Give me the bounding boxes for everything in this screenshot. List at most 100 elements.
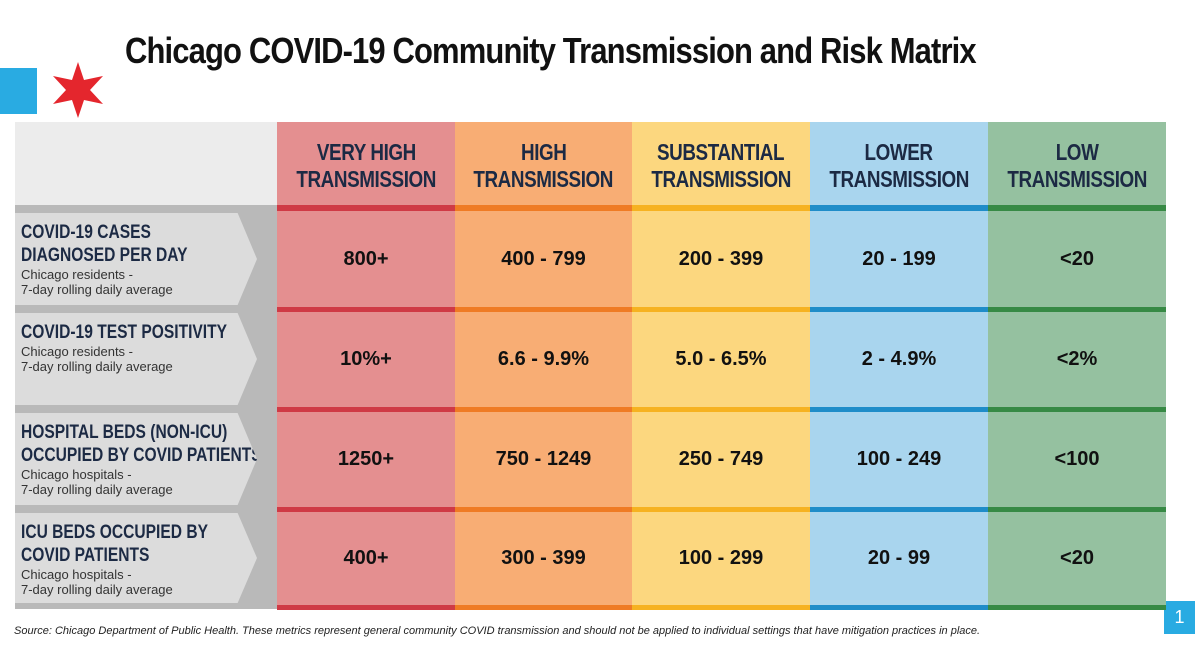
cell-value: 400 - 799 [501,247,586,270]
column-strip [988,205,1166,211]
row-strip [988,605,1166,610]
cell-value: <20 [1060,546,1094,569]
note-line: 7-day rolling daily average [21,282,173,297]
note-line: 7-day rolling daily average [21,359,173,374]
column-strip [455,205,632,211]
note-line: Chicago hospitals - [21,467,132,482]
cell-value: <2% [1056,347,1098,370]
cell: 300 - 399 [455,511,632,605]
cell-value: 200 - 399 [678,247,764,270]
cell-value: 750 - 1249 [495,447,592,470]
header-line: HIGH [520,139,567,165]
column-strip [277,205,455,211]
cell-value: 20 - 199 [862,247,936,270]
row-strip [455,605,632,610]
cell-value: 100 - 249 [856,447,942,470]
row-strip [277,407,455,412]
metric-line: DIAGNOSED PER DAY [21,245,188,266]
cell: <2% [988,311,1166,407]
cell: 1250+ [277,411,455,507]
cell: <20 [988,511,1166,605]
metric-line: COVID-19 CASES [21,222,151,243]
column-header: HIGH TRANSMISSION [455,132,632,200]
page-number: 1 [1164,601,1195,634]
cell: 100 - 299 [632,511,810,605]
cell: 20 - 199 [810,211,988,307]
header-line: LOW [1055,139,1099,165]
cell: 200 - 399 [632,211,810,307]
row-strip [455,407,632,412]
header-line: TRANSMISSION [829,166,969,192]
row-strip [632,307,810,312]
cell: 20 - 99 [810,511,988,605]
column-header: VERY HIGH TRANSMISSION [277,132,455,200]
row-strip [810,307,988,312]
metric-line: COVID PATIENTS [21,545,150,566]
row-strip [988,507,1166,512]
column-header: LOW TRANSMISSION [988,132,1166,200]
row-strip [988,307,1166,312]
red-star [53,62,103,118]
cell-value: 250 - 749 [678,447,764,470]
row-strip [632,507,810,512]
cell-value: 10%+ [340,347,392,370]
header-line: TRANSMISSION [1007,166,1147,192]
cell: <100 [988,411,1166,507]
column-background [810,122,988,609]
column-header: SUBSTANTIAL TRANSMISSION [632,132,810,200]
cell-value: <20 [1060,247,1094,270]
cell: <20 [988,211,1166,307]
cell-value: 2 - 4.9% [861,347,937,370]
row-strip [988,407,1166,412]
cell-value: <100 [1054,447,1100,470]
row-label: ICU BEDS OCCUPIED BY COVID PATIENTS Chicag… [15,513,257,603]
column-strip [632,205,810,211]
title: Chicago COVID-19 Community Transmission … [125,30,977,71]
cell: 800+ [277,211,455,307]
row-strip [277,507,455,512]
column-background [988,122,1166,609]
note-line: Chicago residents - [21,267,133,282]
cell-value: 100 - 299 [678,546,764,569]
cell: 750 - 1249 [455,411,632,507]
row-strip [455,507,632,512]
note-line: 7-day rolling daily average [21,482,173,497]
header-line: TRANSMISSION [651,166,791,192]
metric-line: COVID-19 TEST POSITIVITY [21,322,228,343]
metric-line: OCCUPIED BY COVID PATIENTS [21,445,262,466]
header-line: VERY HIGH [316,139,416,165]
blue-square [0,68,37,114]
header-line: SUBSTANTIAL [657,139,785,165]
column-background [632,122,810,609]
column-header: LOWER TRANSMISSION [810,132,988,200]
row-strip [810,605,988,610]
cell-value: 400+ [343,546,389,569]
cell: 10%+ [277,311,455,407]
cell-value: 1250+ [337,447,395,470]
cell: 100 - 249 [810,411,988,507]
cell-value: 300 - 399 [501,546,586,569]
row-label: COVID-19 CASES DIAGNOSED PER DAY Chicago r… [15,213,257,305]
row-strip [277,307,455,312]
row-strip [632,407,810,412]
column-background [277,122,455,609]
cell: 5.0 - 6.5% [632,311,810,407]
row-label: HOSPITAL BEDS (NON-ICU) OCCUPIED BY COVID… [15,413,257,505]
cell-value: 6.6 - 9.9% [497,347,590,370]
column-background [455,122,632,609]
source-note: Source: Chicago Department of Public Hea… [14,625,981,637]
note-line: Chicago residents - [21,344,133,359]
row-strip [810,407,988,412]
row-strip [455,307,632,312]
cell: 400+ [277,511,455,605]
cell-value: 20 - 99 [867,546,931,569]
metric-line: ICU BEDS OCCUPIED BY [21,522,208,543]
row-strip [810,507,988,512]
row-label: COVID-19 TEST POSITIVITY Chicago resident… [15,313,257,405]
metric-line: HOSPITAL BEDS (NON-ICU) [21,422,228,443]
cell: 400 - 799 [455,211,632,307]
note-line: 7-day rolling daily average [21,582,173,597]
column-strip [810,205,988,211]
cell-value: 800+ [343,247,389,270]
